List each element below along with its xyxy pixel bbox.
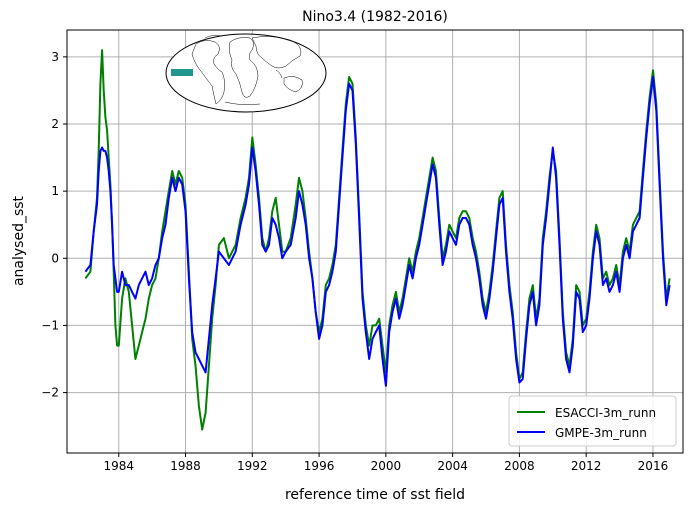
series-layer [84,49,671,431]
legend-label-gmpe: GMPE-3m_runn [555,426,647,440]
x-tick-label: 1988 [170,459,201,473]
x-tick-label: 1992 [237,459,268,473]
legend-box [508,395,677,447]
y-axis: −2 −1 0 1 2 3 [41,50,67,400]
y-axis-label: analysed_sst [11,195,27,286]
y-tick-label: −1 [41,318,59,332]
y-tick-label: 0 [51,251,59,265]
series-line-GMPE-3m_runn [84,76,671,387]
y-tick-label: −2 [41,386,59,400]
x-axis: 1984 1988 1992 1996 2000 2004 2008 2012 2016 [103,453,668,473]
x-tick-label: 2000 [371,459,402,473]
legend: ESACCI-3m_runn GMPE-3m_runn [508,395,677,447]
plot-frame [66,29,684,454]
x-tick-label: 1996 [304,459,335,473]
x-tick-label: 2012 [571,459,602,473]
nino34-region-marker [171,69,193,76]
chart-title: Nino3.4 (1982-2016) [302,9,448,25]
globe-outline [165,33,327,113]
x-tick-label: 2004 [437,459,468,473]
y-tick-label: 1 [51,184,59,198]
y-tick-label: 3 [51,50,59,64]
x-tick-label: 2008 [504,459,535,473]
continent-outlines [191,35,303,105]
x-axis-label: reference time of sst field [285,487,465,503]
x-tick-label: 1984 [103,459,134,473]
x-tick-label: 2016 [638,459,669,473]
inset-globe-map [165,33,327,113]
legend-label-esacci: ESACCI-3m_runn [555,406,656,420]
y-tick-label: 2 [51,117,59,131]
